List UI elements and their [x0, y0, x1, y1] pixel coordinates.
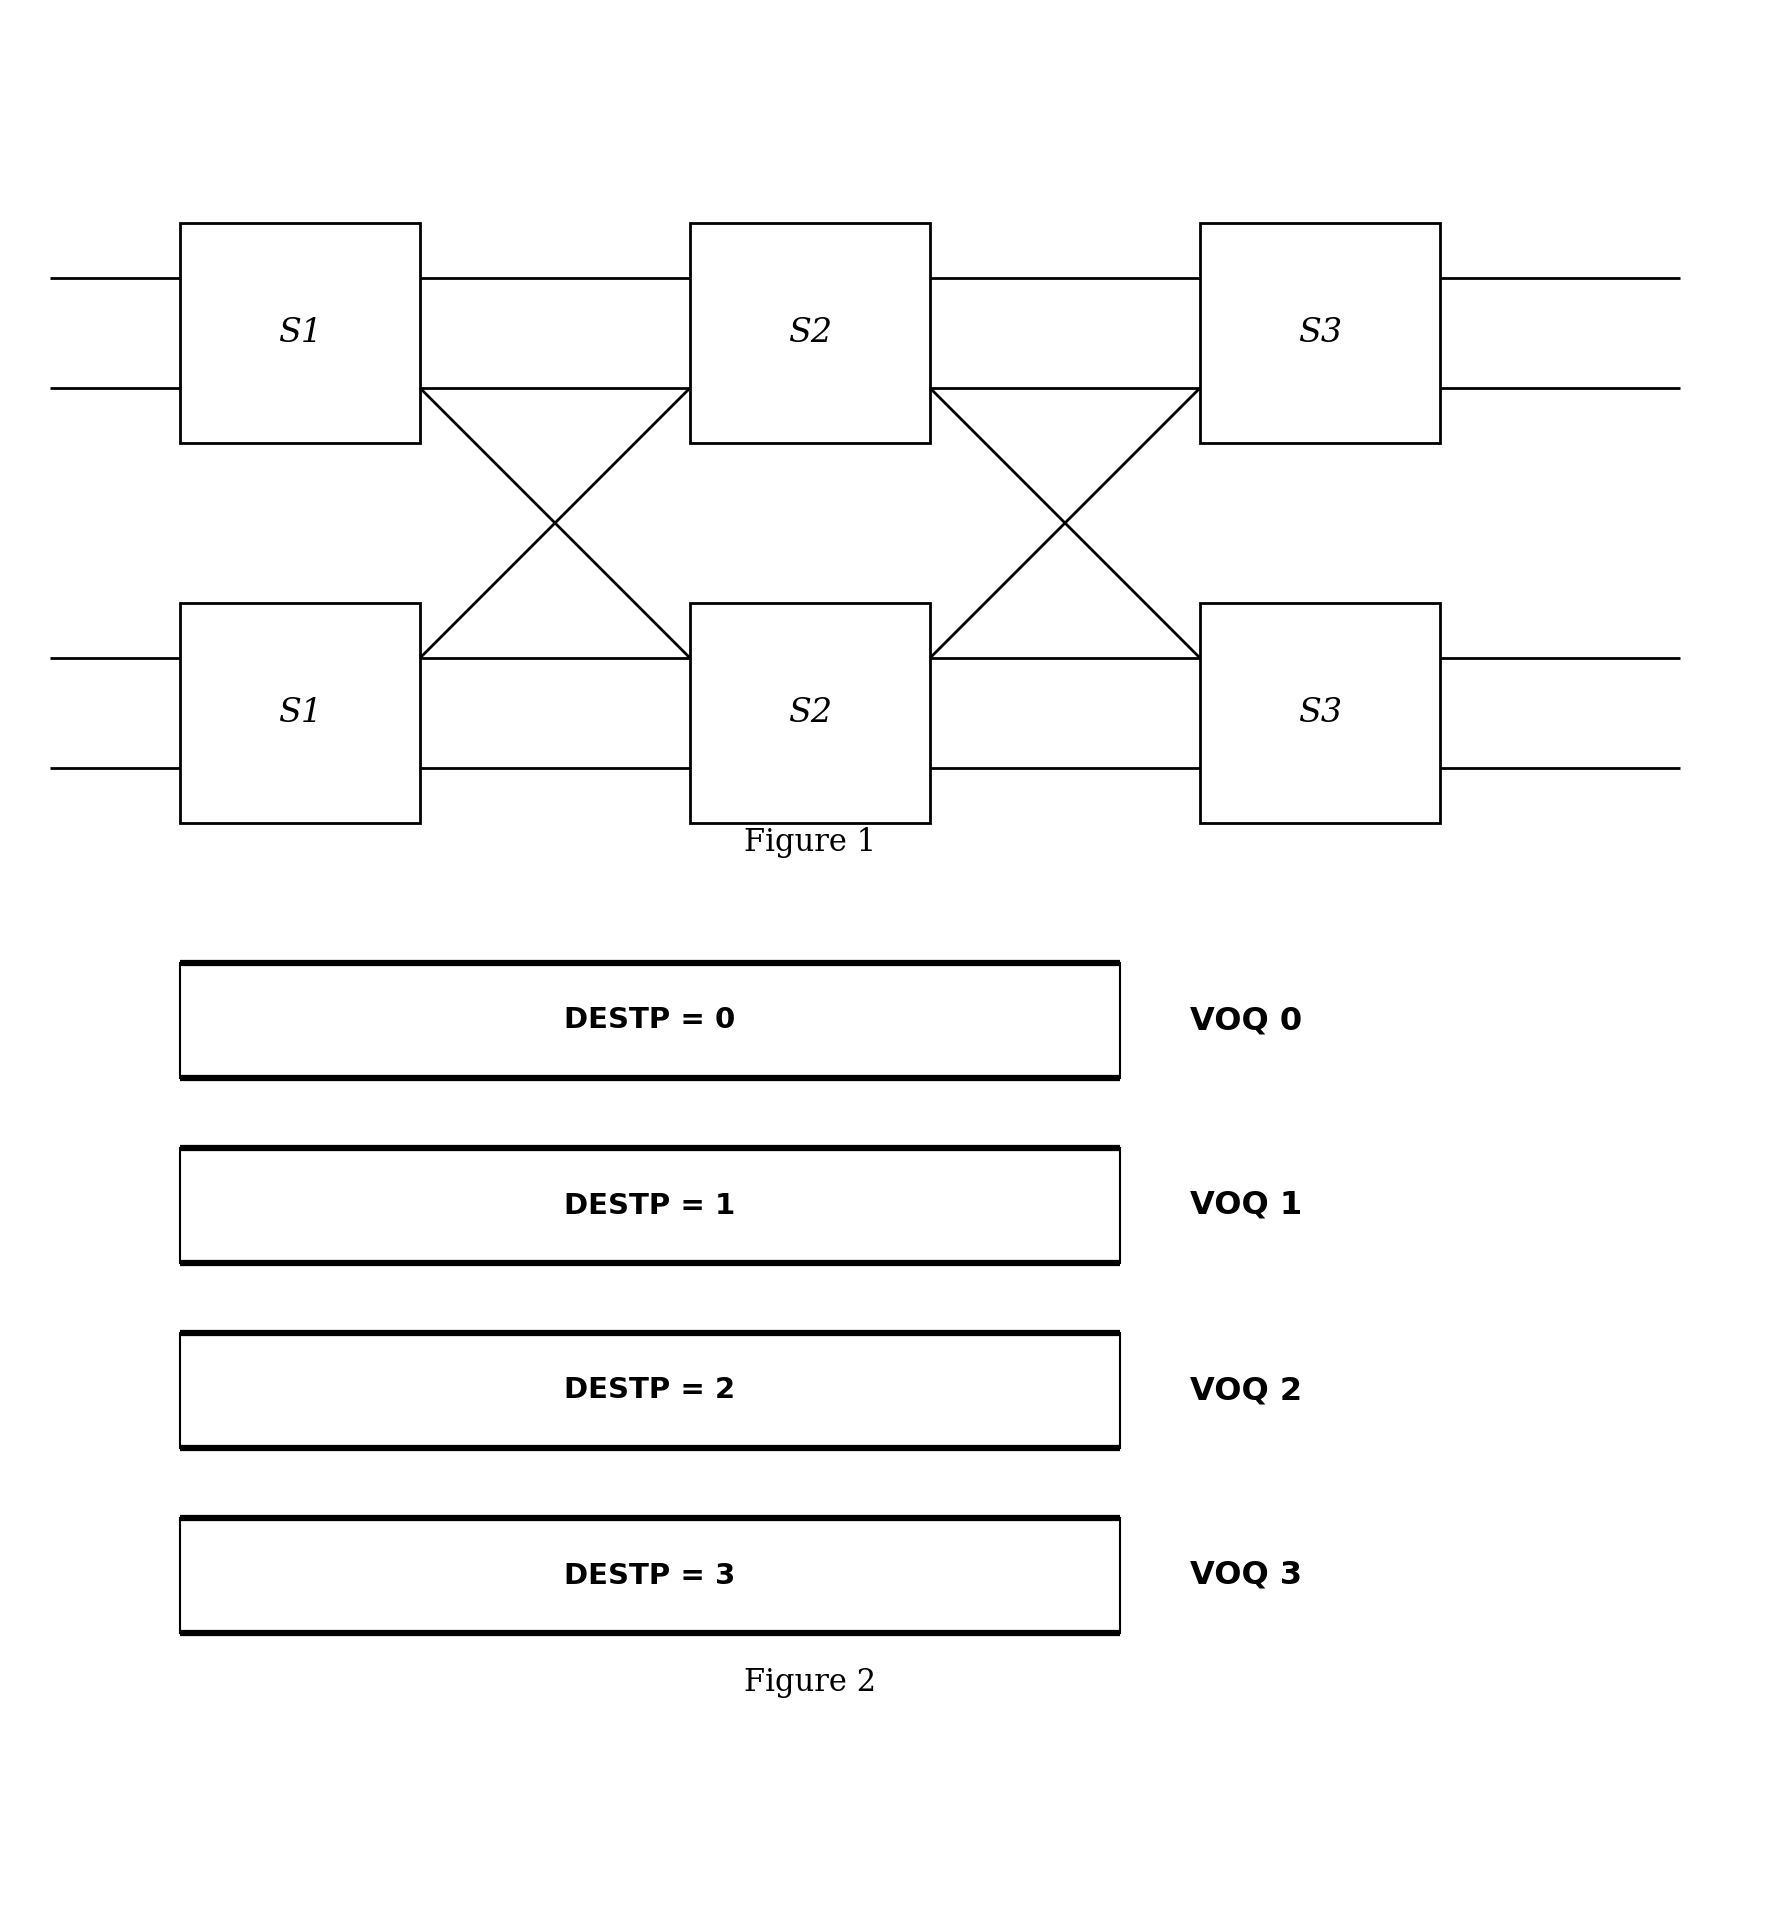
Text: Figure 2: Figure 2 — [744, 1666, 877, 1697]
Text: DESTP = 0: DESTP = 0 — [564, 1006, 735, 1035]
Bar — [179, 603, 421, 823]
Bar — [1200, 603, 1440, 823]
Bar — [179, 1519, 1120, 1634]
Text: DESTP = 2: DESTP = 2 — [564, 1377, 735, 1404]
Bar — [690, 224, 930, 444]
Text: S3: S3 — [1298, 318, 1342, 348]
Text: VOQ 0: VOQ 0 — [1189, 1004, 1303, 1037]
Bar — [690, 603, 930, 823]
Text: S1: S1 — [279, 696, 321, 729]
Text: Figure 1: Figure 1 — [744, 828, 877, 859]
Bar — [179, 962, 1120, 1079]
Text: VOQ 1: VOQ 1 — [1189, 1190, 1303, 1220]
Text: S2: S2 — [788, 318, 832, 348]
Text: VOQ 3: VOQ 3 — [1189, 1559, 1303, 1592]
Bar — [179, 1148, 1120, 1263]
Bar — [179, 1333, 1120, 1448]
Text: S1: S1 — [279, 318, 321, 348]
Text: S3: S3 — [1298, 696, 1342, 729]
Text: VOQ 2: VOQ 2 — [1189, 1375, 1303, 1406]
Text: S2: S2 — [788, 696, 832, 729]
Bar — [1200, 224, 1440, 444]
Text: DESTP = 1: DESTP = 1 — [564, 1192, 735, 1219]
Bar — [179, 224, 421, 444]
Text: DESTP = 3: DESTP = 3 — [564, 1561, 735, 1590]
